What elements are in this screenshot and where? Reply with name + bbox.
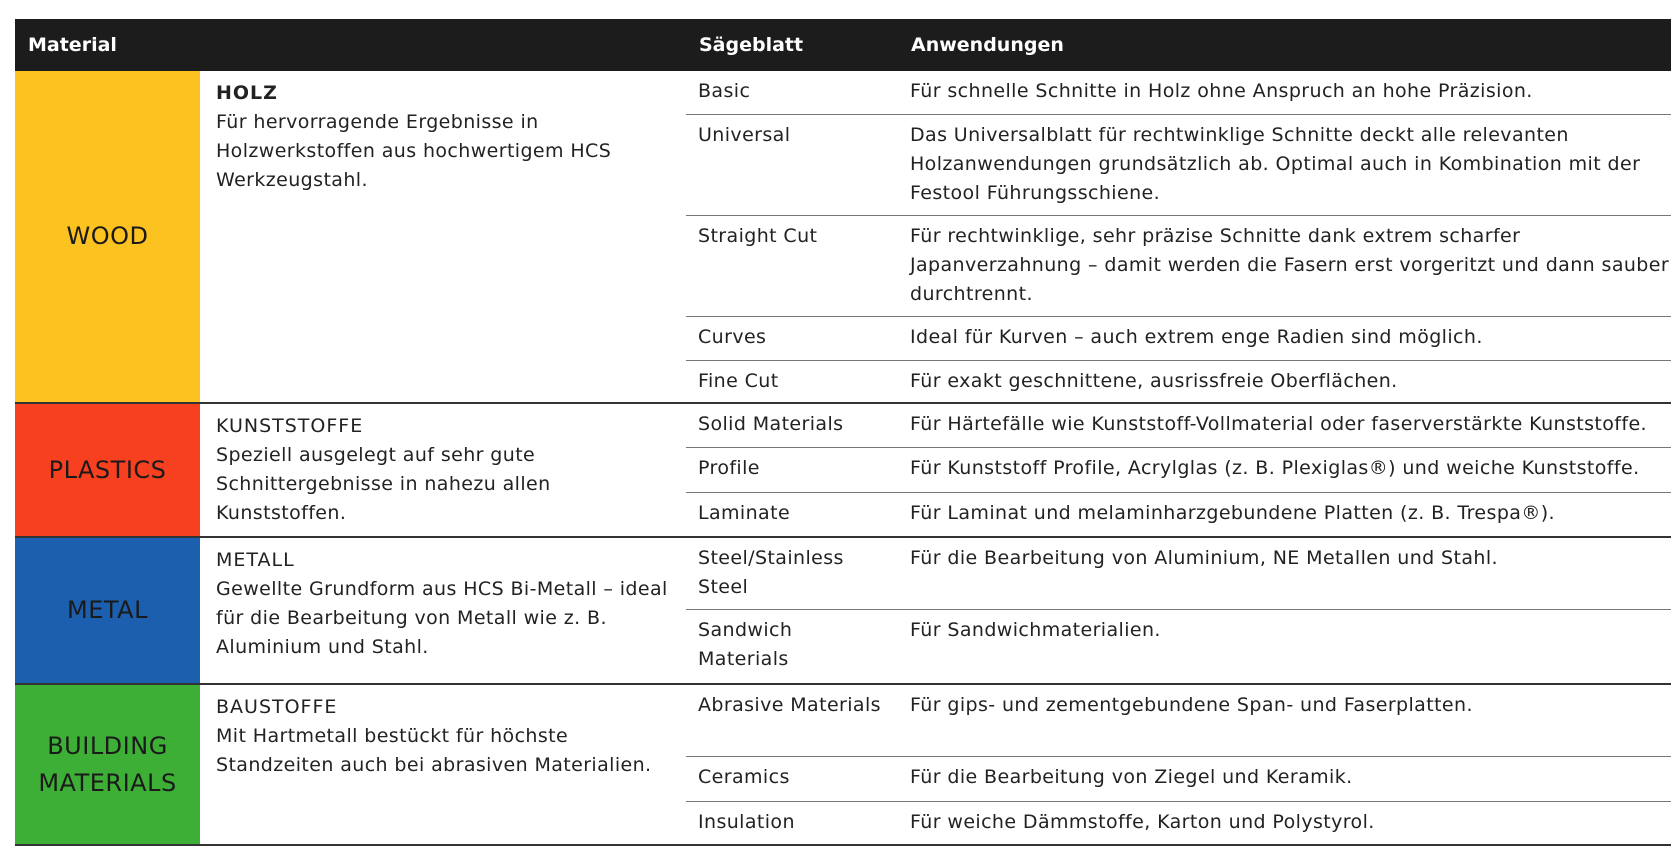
- material-title: HOLZ: [216, 82, 278, 104]
- blade-application: Für Härtefälle wie Kunststoff-Vollmateri…: [910, 413, 1647, 435]
- blade-row: Steel/Stainless Steel Für die Bearbeitung…: [686, 538, 1671, 610]
- section: METAL METALL Gewellte Grundform aus HCS Bi…: [15, 538, 1671, 685]
- material-label: METAL: [15, 538, 200, 683]
- blade-application: Für rechtwinklige, sehr präzise Schnitte…: [910, 225, 1670, 305]
- header-row: Material Sägeblatt Anwendungen: [15, 19, 1671, 71]
- material-label: BUILDING MATERIALS: [15, 685, 200, 844]
- section: WOOD HOLZ Für hervorragende Ergebnisse in …: [15, 71, 1671, 404]
- blade-row: Ceramics Für die Bearbeitung von Ziegel u…: [686, 757, 1671, 802]
- header-cell: Material: [28, 34, 117, 56]
- blade-row: Insulation Für weiche Dämmstoffe, Karton …: [686, 802, 1671, 844]
- material-label: PLASTICS: [15, 404, 200, 536]
- blade-application: Für gips- und zementgebundene Span- und …: [910, 694, 1473, 716]
- table: Material Sägeblatt Anwendungen WOOD HOLZ F…: [15, 19, 1671, 846]
- blade-row: Universal Das Universalblatt für rechtwin…: [686, 115, 1671, 216]
- blade-row: Abrasive Materials Für gips- und zementge…: [686, 685, 1671, 757]
- blade-name: Fine Cut: [698, 370, 779, 392]
- blade-row: Profile Für Kunststoff Profile, Acrylglas…: [686, 448, 1671, 493]
- blade-row: Straight Cut Für rechtwinklige, sehr präz…: [686, 216, 1671, 317]
- blade-row: Curves Ideal für Kurven – auch extrem eng…: [686, 317, 1671, 361]
- blade-name: Ceramics: [698, 766, 790, 788]
- description-cell: BAUSTOFFE Mit Hartmetall bestückt für höc…: [200, 685, 686, 844]
- material-title: METALL: [216, 549, 295, 571]
- blade-name: Universal: [698, 124, 791, 146]
- blade-name: Steel/Stainless Steel: [698, 547, 844, 598]
- blade-name: Sandwich Materials: [698, 619, 793, 670]
- blade-application: Für weiche Dämmstoffe, Karton und Polyst…: [910, 811, 1375, 833]
- blade-rows: Steel/Stainless Steel Für die Bearbeitung…: [686, 538, 1671, 683]
- blade-rows: Basic Für schnelle Schnitte in Holz ohne …: [686, 71, 1671, 402]
- blade-name: Curves: [698, 326, 767, 348]
- blade-row: Sandwich Materials Für Sandwichmaterialie…: [686, 610, 1671, 683]
- blade-name: Straight Cut: [698, 225, 818, 247]
- material-label: WOOD: [15, 71, 200, 402]
- blade-name: Basic: [698, 80, 751, 102]
- blade-name: Solid Materials: [698, 413, 844, 435]
- header-cell: Anwendungen: [911, 34, 1064, 56]
- header-cell: Sägeblatt: [699, 34, 804, 56]
- blade-application: Für schnelle Schnitte in Holz ohne Anspr…: [910, 80, 1533, 102]
- blade-rows: Abrasive Materials Für gips- und zementge…: [686, 685, 1671, 844]
- blade-row: Fine Cut Für exakt geschnittene, ausrissf…: [686, 361, 1671, 402]
- description-cell: METALL Gewellte Grundform aus HCS Bi-Meta…: [200, 538, 686, 683]
- section: PLASTICS KUNSTSTOFFE Speziell ausgelegt au…: [15, 404, 1671, 538]
- description-cell: KUNSTSTOFFE Speziell ausgelegt auf sehr g…: [200, 404, 686, 536]
- blade-row: Laminate Für Laminat und melaminharzgebun…: [686, 493, 1671, 535]
- blade-application: Ideal für Kurven – auch extrem enge Radi…: [910, 326, 1483, 348]
- blade-application: Das Universalblatt für rechtwinklige Sch…: [910, 124, 1641, 204]
- material-title: BAUSTOFFE: [216, 696, 338, 718]
- blade-application: Für exakt geschnittene, ausrissfreie Obe…: [910, 370, 1398, 392]
- blade-name: Laminate: [698, 502, 791, 524]
- material-description: Speziell ausgelegt auf sehr gute Schnitt…: [216, 444, 551, 524]
- blade-row: Solid Materials Für Härtefälle wie Kunsts…: [686, 404, 1671, 448]
- blade-name: Insulation: [698, 811, 795, 833]
- description-cell: HOLZ Für hervorragende Ergebnisse in Holz…: [200, 71, 686, 402]
- material-description: Für hervorragende Ergebnisse in Holzwerk…: [216, 111, 612, 191]
- section: BUILDING MATERIALS BAUSTOFFE Mit Hartmetal…: [15, 685, 1671, 846]
- material-description: Gewellte Grundform aus HCS Bi-Metall – i…: [216, 578, 668, 658]
- blade-application: Für Laminat und melaminharzgebundene Pla…: [910, 502, 1555, 524]
- material-title: KUNSTSTOFFE: [216, 415, 364, 437]
- blade-name: Abrasive Materials: [698, 694, 881, 716]
- blade-application: Für Sandwichmaterialien.: [910, 619, 1161, 641]
- blade-application: Für die Bearbeitung von Ziegel und Keram…: [910, 766, 1353, 788]
- blade-application: Für die Bearbeitung von Aluminium, NE Me…: [910, 547, 1498, 569]
- blade-rows: Solid Materials Für Härtefälle wie Kunsts…: [686, 404, 1671, 536]
- blade-application: Für Kunststoff Profile, Acrylglas (z. B.…: [910, 457, 1640, 479]
- blade-name: Profile: [698, 457, 760, 479]
- blade-row: Basic Für schnelle Schnitte in Holz ohne …: [686, 71, 1671, 115]
- material-description: Mit Hartmetall bestückt für höchste Stan…: [216, 725, 652, 776]
